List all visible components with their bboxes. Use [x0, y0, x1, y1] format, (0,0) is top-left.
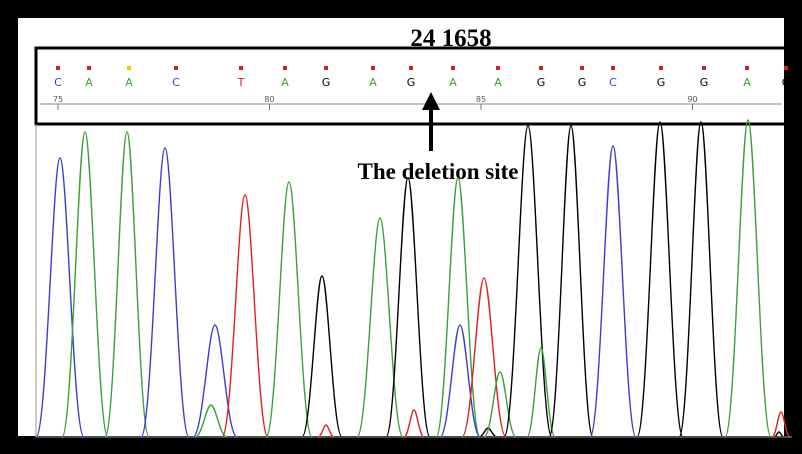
quality-marker — [371, 66, 375, 70]
trace-peak — [35, 157, 85, 438]
trace-peak — [773, 431, 785, 438]
base-call-letter: G — [700, 76, 709, 89]
quality-marker — [539, 66, 543, 70]
base-call-letter: G — [537, 76, 546, 89]
deletion-arrow-icon — [422, 92, 440, 151]
ruler-tick-label: 90 — [687, 95, 697, 104]
base-call-letter: A — [85, 76, 93, 89]
trace-peak — [221, 194, 269, 438]
base-call-box — [34, 46, 794, 126]
base-call-letter: G — [407, 76, 416, 89]
base-call-letter: G — [322, 76, 331, 89]
trace-peak — [526, 347, 556, 438]
trace-peak — [503, 125, 553, 438]
trace-peak — [317, 424, 335, 438]
base-call-letter: A — [494, 76, 502, 89]
base-call-letter: G — [782, 76, 791, 89]
trace-peak — [140, 147, 190, 438]
quality-marker — [239, 66, 243, 70]
trace-peak — [589, 145, 637, 438]
position-ruler: 75 80 85 90 — [40, 95, 782, 110]
trace-peak — [461, 277, 507, 438]
quality-marker — [324, 66, 328, 70]
base-call-letter: A — [281, 76, 289, 89]
trace-peak — [356, 217, 404, 438]
trace-peak — [301, 275, 343, 438]
trace-peak — [265, 181, 313, 438]
trace-peak — [104, 131, 150, 438]
trace-peak — [636, 121, 684, 438]
trace-peak — [194, 404, 228, 438]
base-call-letter: A — [369, 76, 377, 89]
chromatogram-traces — [35, 119, 791, 438]
quality-marker — [496, 66, 500, 70]
quality-marker — [745, 66, 749, 70]
base-call-letter: A — [743, 76, 751, 89]
trace-peak — [483, 371, 517, 438]
base-call-letter: G — [578, 76, 587, 89]
ruler-tick-label: 85 — [476, 95, 486, 104]
base-call-letter: A — [125, 76, 133, 89]
trace-peak — [192, 324, 238, 438]
quality-marker — [580, 66, 584, 70]
base-call-letter: G — [657, 76, 666, 89]
trace-peak — [548, 125, 594, 438]
base-call-letter: C — [609, 76, 617, 89]
trace-peak — [61, 131, 109, 438]
quality-marker — [56, 66, 60, 70]
quality-marker — [451, 66, 455, 70]
trace-peak — [439, 324, 481, 438]
trace-peak — [385, 177, 431, 438]
trace-peak — [403, 409, 425, 438]
trace-peak — [724, 119, 772, 438]
quality-marker — [659, 66, 663, 70]
quality-marker — [611, 66, 615, 70]
quality-marker — [702, 66, 706, 70]
ruler-tick-label: 80 — [264, 95, 274, 104]
base-call-letter: C — [54, 76, 62, 89]
quality-marker — [87, 66, 91, 70]
base-call-letter: A — [449, 76, 457, 89]
deletion-site-label: The deletion site — [358, 159, 519, 184]
quality-marker — [283, 66, 287, 70]
base-call-letter: T — [237, 76, 245, 89]
trace-peak — [771, 411, 791, 438]
trace-peak — [678, 121, 724, 438]
quality-marker — [784, 66, 788, 70]
base-call-letter: C — [172, 76, 180, 89]
quality-marker — [409, 66, 413, 70]
quality-marker — [127, 66, 131, 70]
quality-marker — [174, 66, 178, 70]
ruler-tick-label: 75 — [53, 95, 63, 104]
